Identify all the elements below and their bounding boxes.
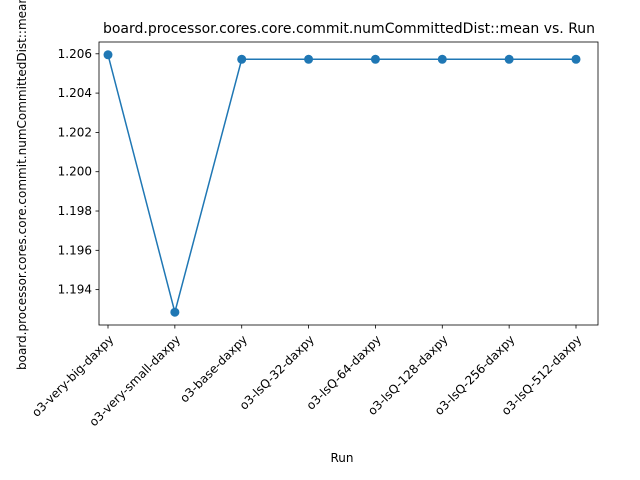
data-point [437, 54, 447, 64]
data-point [103, 50, 113, 60]
data-point [304, 54, 314, 64]
x-tick-label: o3-base-daxpy [177, 332, 250, 405]
data-point [237, 54, 247, 64]
data-point [370, 54, 380, 64]
x-axis-label: Run [330, 451, 353, 465]
series-line [107, 54, 576, 316]
y-tick-label: 1.196 [58, 243, 92, 257]
y-tick-label: 1.206 [58, 47, 92, 61]
series-points [103, 50, 581, 317]
data-point [504, 54, 514, 64]
x-axis: o3-very-big-daxpyo3-very-small-daxpyo3-b… [29, 325, 584, 429]
data-point [571, 54, 581, 64]
y-tick-label: 1.194 [58, 283, 92, 297]
y-axis: 1.194 1.196 1.198 1.200 1.202 1.204 1.206 [58, 47, 99, 297]
data-point [170, 307, 180, 317]
y-tick-label: 1.202 [58, 125, 92, 139]
chart-title: board.processor.cores.core.commit.numCom… [103, 21, 595, 37]
y-axis-label: board.processor.cores.core.commit.numCom… [15, 0, 29, 370]
plot-area [98, 41, 599, 326]
y-tick-label: 1.198 [58, 204, 92, 218]
y-tick-label: 1.200 [58, 165, 92, 179]
y-tick-label: 1.204 [58, 86, 92, 100]
